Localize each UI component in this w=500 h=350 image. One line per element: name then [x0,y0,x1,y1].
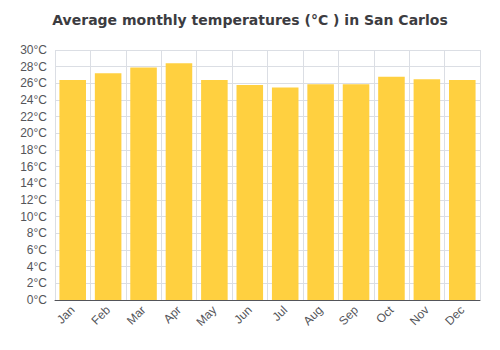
svg-text:2°C: 2°C [27,276,47,290]
svg-text:10°C: 10°C [20,210,47,224]
svg-text:Feb: Feb [89,303,114,328]
svg-text:Aug: Aug [301,303,326,328]
svg-text:14°C: 14°C [20,176,47,190]
svg-text:24°C: 24°C [20,93,47,107]
svg-text:22°C: 22°C [20,110,47,124]
svg-text:26°C: 26°C [20,76,47,90]
svg-text:Dec: Dec [442,303,467,328]
svg-text:18°C: 18°C [20,143,47,157]
svg-text:Sep: Sep [336,303,361,328]
svg-text:Jul: Jul [269,303,290,324]
svg-text:Jun: Jun [231,303,255,327]
svg-text:May: May [193,303,219,329]
svg-text:20°C: 20°C [20,126,47,140]
svg-text:0°C: 0°C [27,293,47,307]
svg-text:Apr: Apr [161,303,184,326]
svg-text:4°C: 4°C [27,260,47,274]
svg-text:Mar: Mar [124,303,149,327]
svg-text:Jan: Jan [54,303,78,327]
svg-text:6°C: 6°C [27,243,47,257]
svg-text:Average monthly temperatures (: Average monthly temperatures (°C ) in Sa… [52,12,447,28]
svg-text:Oct: Oct [373,303,397,327]
svg-text:8°C: 8°C [27,226,47,240]
svg-text:28°C: 28°C [20,60,47,74]
svg-text:Nov: Nov [407,303,432,328]
svg-text:16°C: 16°C [20,160,47,174]
svg-text:30°C: 30°C [20,43,47,57]
svg-text:12°C: 12°C [20,193,47,207]
